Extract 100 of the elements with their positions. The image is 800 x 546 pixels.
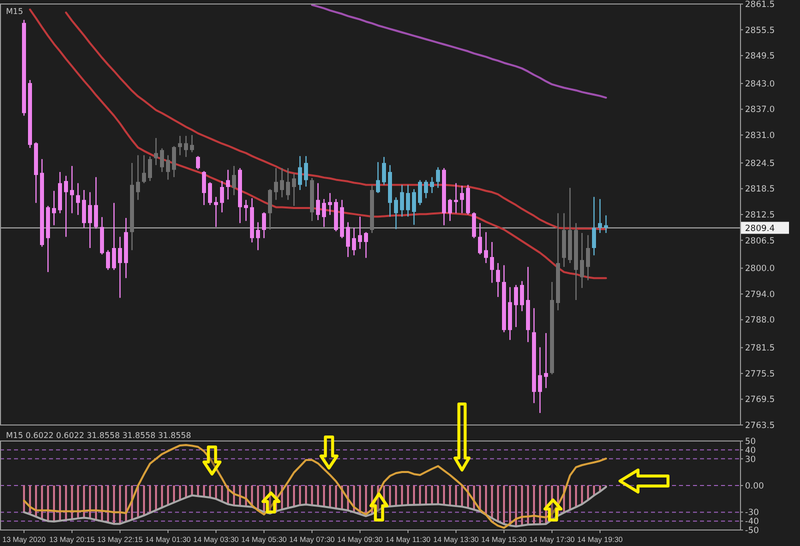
candlestick — [190, 134, 194, 153]
y-tick-label: 2837.0 — [745, 105, 775, 116]
candlestick — [418, 180, 422, 206]
candlestick — [172, 146, 176, 178]
candlestick — [70, 165, 74, 214]
chart-title: M15 — [6, 7, 24, 16]
candlestick — [424, 180, 428, 199]
candlestick — [346, 222, 350, 258]
ref-line-label: 2809.4 — [745, 224, 775, 234]
y-tick-label: 30 — [745, 454, 756, 465]
candlestick — [400, 184, 404, 218]
candlestick — [64, 175, 68, 238]
y-tick-label: 2769.5 — [745, 395, 775, 406]
y-tick-label: 2824.5 — [745, 158, 775, 169]
candlestick — [364, 232, 368, 258]
candlestick — [52, 190, 56, 226]
candlestick — [274, 168, 278, 200]
y-tick-label: -50 — [745, 526, 759, 536]
y-tick-label: 2788.0 — [745, 316, 775, 326]
y-tick-label: 2861.5 — [745, 0, 775, 10]
y-tick-label: 2812.5 — [745, 210, 775, 220]
line-series — [23, 444, 607, 529]
candlestick — [304, 155, 308, 188]
chart-title: M15 0.6022 0.6022 31.8558 31.8558 31.8558 — [6, 431, 192, 440]
candlestick — [358, 216, 362, 250]
candlestick — [220, 180, 224, 213]
candlestick — [286, 168, 290, 200]
candlestick — [106, 250, 110, 271]
y-tick-label: 2806.5 — [745, 236, 775, 246]
candlestick — [478, 222, 482, 256]
candlestick — [448, 198, 452, 222]
candlestick — [88, 192, 92, 249]
candlestick — [142, 154, 146, 184]
candlestick — [376, 161, 380, 194]
y-tick-label: -40 — [745, 517, 759, 528]
y-tick-label: 50 — [745, 436, 756, 447]
candlestick — [490, 241, 494, 284]
candlestick — [298, 155, 302, 191]
y-tick-label: 2831.0 — [745, 131, 775, 141]
candlestick — [202, 170, 206, 206]
y-tick-label: 2775.5 — [745, 369, 775, 380]
candlestick — [148, 156, 152, 182]
y-tick-label: 2794.0 — [745, 290, 775, 300]
candlestick — [208, 182, 212, 206]
y-tick-label: 2843.0 — [745, 79, 775, 90]
candlestick — [394, 196, 398, 230]
candlestick — [520, 280, 524, 312]
candlestick — [268, 188, 272, 230]
y-tick-label: 2781.5 — [745, 344, 775, 354]
candlestick — [82, 189, 86, 228]
candlestick — [586, 234, 590, 281]
y-tick-label: 2855.5 — [745, 26, 775, 36]
candlestick — [322, 198, 326, 228]
line-series — [311, 4, 607, 99]
candlestick — [232, 165, 236, 196]
candlestick — [328, 192, 332, 216]
candlestick — [112, 202, 116, 271]
candlestick — [604, 214, 608, 234]
candlestick — [514, 284, 518, 328]
candlestick — [154, 137, 158, 166]
candlestick — [166, 154, 170, 180]
candlestick — [244, 199, 248, 222]
candlestick — [76, 182, 80, 216]
candlestick — [580, 232, 584, 289]
candlestick — [196, 155, 200, 170]
candlestick — [592, 196, 596, 256]
candlestick — [178, 135, 182, 156]
candlestick — [214, 196, 218, 228]
y-tick-label: -30 — [745, 508, 759, 518]
candlestick — [262, 212, 266, 239]
candlestick — [454, 182, 458, 214]
candlestick — [382, 156, 386, 186]
line-series — [29, 8, 607, 280]
candlestick — [352, 227, 356, 256]
y-tick-label: 2800.0 — [745, 264, 775, 274]
y-tick-label: 40 — [745, 446, 756, 456]
candlestick — [280, 168, 284, 198]
candlestick — [544, 332, 548, 389]
candlestick — [472, 212, 476, 239]
candlestick — [160, 148, 164, 173]
candlestick — [94, 176, 98, 230]
candlestick — [484, 232, 488, 264]
candlestick — [256, 222, 260, 251]
candlestick — [292, 172, 296, 207]
candlestick — [460, 185, 464, 214]
candlestick — [436, 166, 440, 188]
y-tick-label: 0.00 — [745, 481, 764, 492]
line-series — [23, 486, 607, 528]
candlestick — [136, 154, 140, 200]
candlestick — [226, 169, 230, 200]
candlestick — [538, 346, 542, 414]
candlestick — [184, 135, 188, 158]
y-tick-label: 2849.5 — [745, 52, 775, 62]
candlestick — [316, 182, 320, 221]
candlestick — [496, 262, 500, 298]
candlestick — [406, 184, 410, 218]
candlestick — [118, 236, 122, 298]
y-tick-label: 2818.5 — [745, 184, 775, 195]
candlestick — [430, 176, 434, 194]
candlestick — [412, 188, 416, 226]
